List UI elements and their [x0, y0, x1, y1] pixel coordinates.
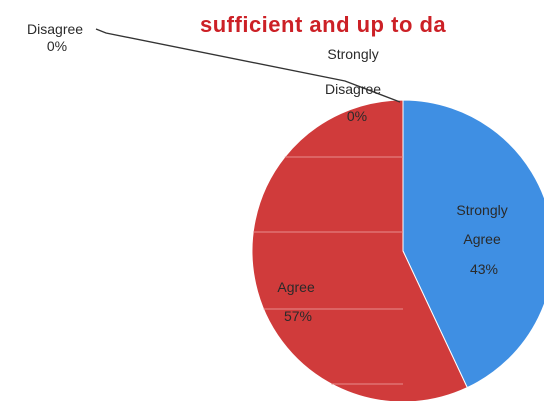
pie-slice-agree — [251, 99, 468, 401]
disagree-name: Disagree — [27, 21, 83, 37]
strongly-disagree-label: Strongly Disagree 0% — [325, 46, 385, 124]
pie-slices — [251, 99, 544, 401]
agree-label: Agree 57% — [277, 279, 318, 324]
strongly-agree-name-line1: Strongly — [456, 202, 507, 218]
strongly-agree-name-line2: Agree — [463, 231, 501, 247]
strongly-agree-label: Strongly Agree 43% — [456, 202, 511, 277]
strongly-disagree-value: 0% — [347, 108, 367, 124]
pie-slice-strongly-agree — [402, 99, 544, 389]
strongly-disagree-name-line1: Strongly — [327, 46, 378, 62]
pie-stripes — [253, 156, 403, 385]
strongly-disagree-name-line2: Disagree — [325, 81, 381, 97]
agree-name: Agree — [277, 279, 315, 295]
strongly-agree-value: 43% — [470, 261, 498, 277]
disagree-label: Disagree 0% — [27, 21, 87, 54]
disagree-value: 0% — [47, 38, 67, 54]
disagree-leader-line — [95, 28, 401, 103]
chart-title: sufficient and up to da — [200, 12, 447, 37]
agree-value: 57% — [284, 308, 312, 324]
